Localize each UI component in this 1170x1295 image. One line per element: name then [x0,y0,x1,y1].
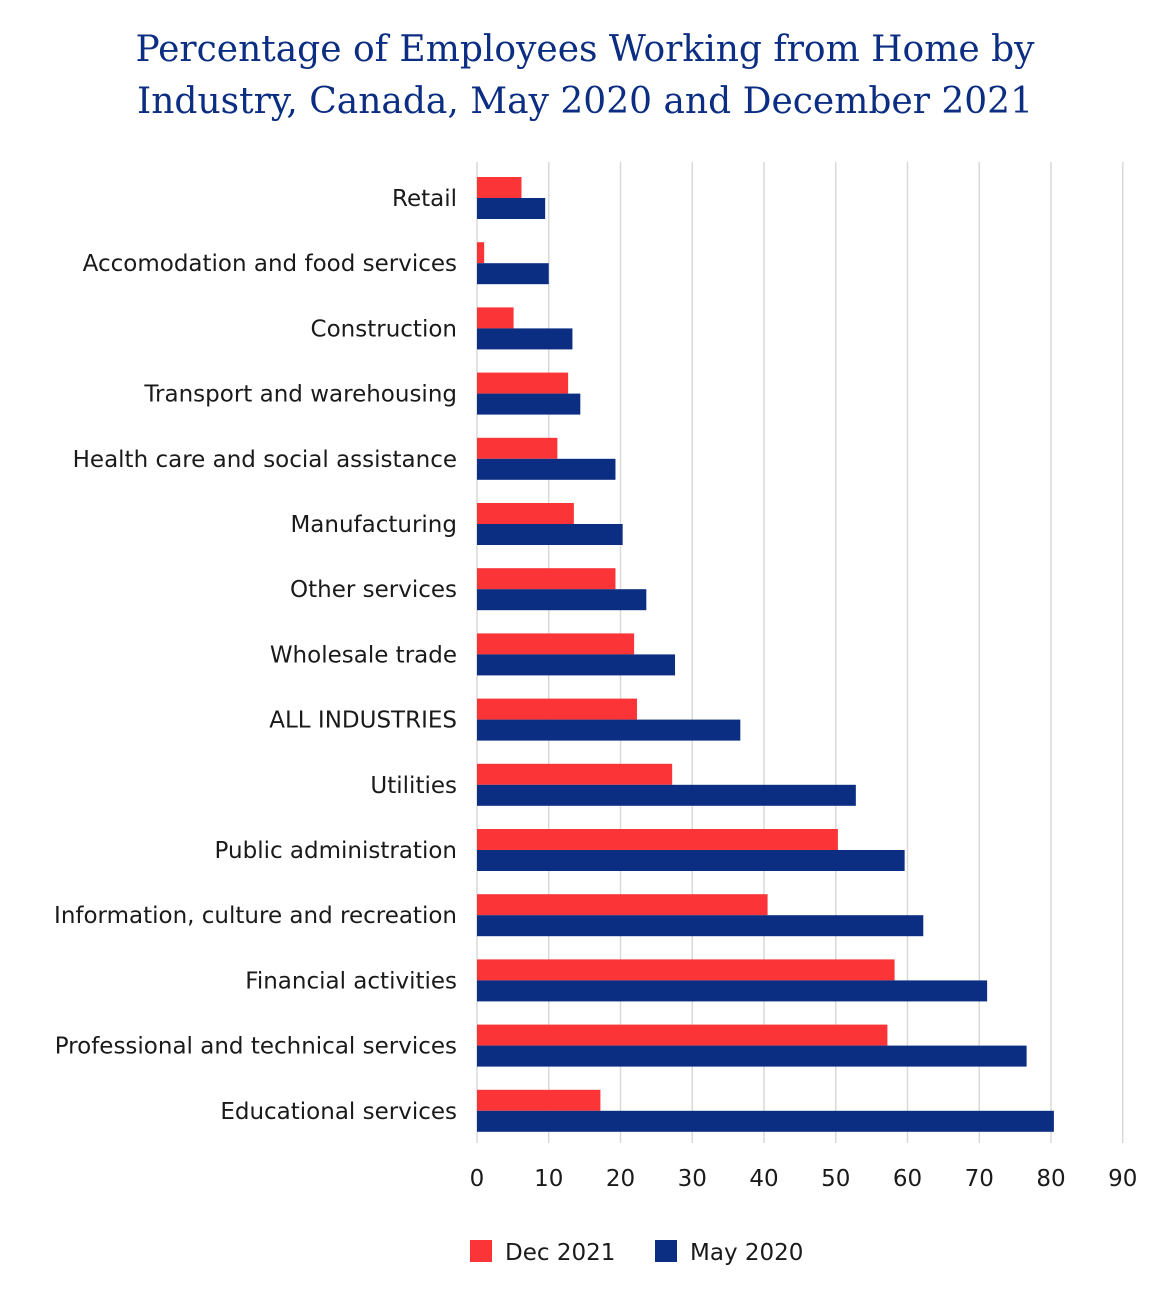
chart-title-line-1: Percentage of Employees Working from Hom… [135,29,1035,70]
legend-label: May 2020 [690,1240,803,1266]
bar-may-2020 [477,654,676,676]
category-label: Accomodation and food services [83,251,457,277]
x-tick-label: 20 [606,1166,635,1192]
x-tick-label: 80 [1036,1166,1065,1192]
bar-dec-2021 [477,1089,601,1111]
legend-swatch [655,1240,677,1262]
bar-may-2020 [477,1045,1027,1067]
bar-dec-2021 [477,763,673,785]
bar-dec-2021 [477,959,895,981]
legend-label: Dec 2021 [505,1240,615,1266]
bar-may-2020 [477,393,581,415]
x-tick-label: 40 [749,1166,778,1192]
category-label: Financial activities [245,968,457,994]
bar-may-2020 [477,524,623,545]
bars [477,177,1054,1132]
bar-dec-2021 [477,307,514,329]
bar-may-2020 [477,784,856,806]
bar-may-2020 [477,458,616,480]
category-label: Professional and technical services [55,1034,457,1060]
bar-dec-2021 [477,894,768,916]
bar-may-2020 [477,1110,1054,1132]
chart-title: Percentage of Employees Working from Hom… [0,24,1170,128]
category-label: Public administration [215,838,457,864]
bar-may-2020 [477,198,546,219]
category-label: Retail [392,186,457,212]
bar-dec-2021 [477,372,569,394]
category-label: Construction [311,316,457,342]
category-label: Transport and warehousing [143,382,457,408]
bar-dec-2021 [477,568,616,590]
chart-title-line-2: Industry, Canada, May 2020 and December … [137,81,1033,122]
x-tick-label: 10 [534,1166,563,1192]
x-tick-label: 50 [821,1166,850,1192]
legend: Dec 2021 May 2020 [470,1240,803,1266]
bar-dec-2021 [477,698,638,720]
x-tick-label: 90 [1108,1166,1137,1192]
x-axis-ticks: 0 10 20 30 40 50 60 70 80 90 [470,1166,1138,1192]
category-label: Information, culture and recreation [54,903,457,929]
bar-may-2020 [477,328,573,350]
bar-dec-2021 [477,829,838,850]
bar-may-2020 [477,589,647,611]
category-label: Utilities [370,773,457,799]
x-tick-label: 0 [470,1166,485,1192]
category-labels: Retail Accomodation and food services Cons… [54,186,457,1125]
bar-dec-2021 [477,1024,888,1046]
category-label: Educational services [220,1099,457,1125]
category-label: Health care and social assistance [73,447,457,473]
bar-may-2020 [477,850,905,871]
category-label: Manufacturing [290,512,457,538]
bar-may-2020 [477,980,988,1002]
x-tick-label: 70 [965,1166,994,1192]
bar-dec-2021 [477,437,558,459]
bar-dec-2021 [477,633,635,655]
category-label: ALL INDUSTRIES [269,708,457,734]
bar-may-2020 [477,263,549,285]
x-tick-label: 60 [893,1166,922,1192]
bar-dec-2021 [477,177,522,198]
category-label: Other services [290,577,457,603]
bar-dec-2021 [477,242,485,264]
bar-may-2020 [477,719,741,741]
category-label: Wholesale trade [270,642,457,668]
legend-swatch [470,1240,492,1262]
bar-may-2020 [477,915,924,937]
bar-dec-2021 [477,503,574,524]
x-tick-label: 30 [678,1166,707,1192]
